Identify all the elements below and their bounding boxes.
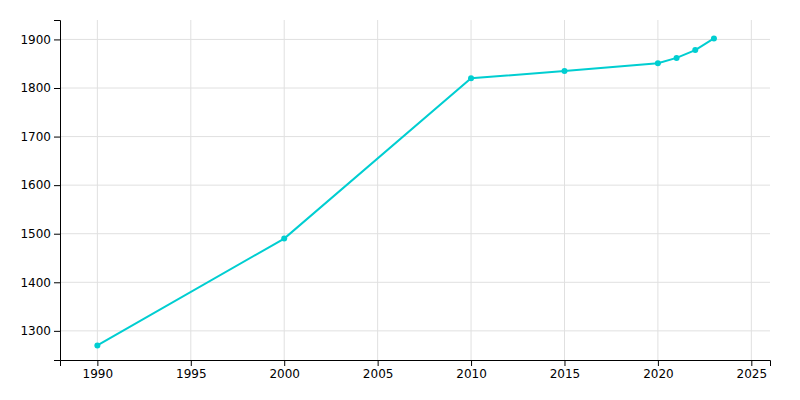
point [655, 60, 661, 66]
x-axis: 1990 1995 2000 2005 2010 2015 2020 2025 [61, 360, 771, 381]
y-tick-mark [54, 39, 60, 40]
grid-line-x [97, 20, 98, 360]
x-tick-mark [284, 360, 285, 366]
grid-line-x [284, 20, 285, 360]
x-tick: 2025 [737, 360, 768, 381]
x-tick: 2015 [550, 360, 581, 381]
grid [60, 20, 770, 360]
x-tick-label: 2005 [363, 367, 394, 381]
point [674, 55, 680, 61]
x-tick-label: 1995 [176, 367, 207, 381]
x-tick-label: 2025 [737, 367, 768, 381]
y-tick: 1700 [20, 130, 60, 144]
point [711, 35, 717, 41]
grid-line-x [471, 20, 472, 360]
x-tick-mark [658, 360, 659, 366]
x-tick: 2005 [363, 360, 394, 381]
x-tick: 2020 [643, 360, 674, 381]
x-tick-mark [97, 360, 98, 366]
x-tick: 1995 [176, 360, 207, 381]
grid-line-y [60, 330, 770, 331]
point [692, 47, 698, 53]
x-tick-label: 2015 [550, 367, 581, 381]
grid-line-y [60, 88, 770, 89]
y-tick-label: 1700 [20, 130, 51, 144]
grid-line-y [60, 185, 770, 186]
x-tick: 2000 [269, 360, 300, 381]
x-tick-label: 2010 [456, 367, 487, 381]
point [94, 342, 100, 348]
point [468, 75, 474, 81]
line [97, 38, 714, 345]
grid-line-y [60, 39, 770, 40]
x-tick-mark [191, 360, 192, 366]
grid-line-x [377, 20, 378, 360]
y-tick-mark [54, 234, 60, 235]
grid-line-x [657, 20, 658, 360]
point [561, 68, 567, 74]
y-tick: 1900 [20, 33, 60, 47]
x-tick-mark [564, 360, 565, 366]
x-axis-line [61, 361, 771, 367]
x-tick-mark [378, 360, 379, 366]
x-tick: 1990 [83, 360, 114, 381]
y-tick-label: 1800 [20, 81, 51, 95]
y-axis-line [54, 21, 61, 361]
y-tick: 1600 [20, 178, 60, 192]
chart-svg: 1990 1995 2000 2005 2010 2015 2020 2025 1300 1400… [0, 0, 800, 400]
y-tick: 1500 [20, 227, 60, 241]
x-tick-mark [751, 360, 752, 366]
y-tick-mark [54, 88, 60, 89]
grid-line-x [190, 20, 191, 360]
y-tick-label: 1500 [20, 227, 51, 241]
x-tick-mark [471, 360, 472, 366]
chart-container: 1990 1995 2000 2005 2010 2015 2020 2025 1300 1400… [0, 0, 800, 400]
plot: 1990 1995 2000 2005 2010 2015 2020 2025 1300 1400… [20, 20, 770, 381]
y-tick-label: 1400 [20, 276, 51, 290]
point [281, 236, 287, 242]
x-tick-label: 1990 [83, 367, 114, 381]
y-tick: 1300 [20, 324, 60, 338]
x-tick-label: 2020 [643, 367, 674, 381]
grid-line-y [60, 136, 770, 137]
x-tick: 2010 [456, 360, 487, 381]
y-tick: 1800 [20, 81, 60, 95]
y-axis: 1300 1400 1500 1600 1700 1800 1900 [20, 21, 60, 361]
y-tick-label: 1300 [20, 324, 51, 338]
x-tick-label: 2000 [269, 367, 300, 381]
y-tick-mark [54, 282, 60, 283]
y-tick-mark [54, 137, 60, 138]
marks [94, 35, 717, 348]
grid-line-y [60, 282, 770, 283]
grid-line-y [60, 233, 770, 234]
grid-line-x [751, 20, 752, 360]
y-tick: 1400 [20, 276, 60, 290]
y-tick-label: 1900 [20, 33, 51, 47]
y-tick-mark [54, 331, 60, 332]
y-tick-label: 1600 [20, 178, 51, 192]
y-tick-mark [54, 185, 60, 186]
